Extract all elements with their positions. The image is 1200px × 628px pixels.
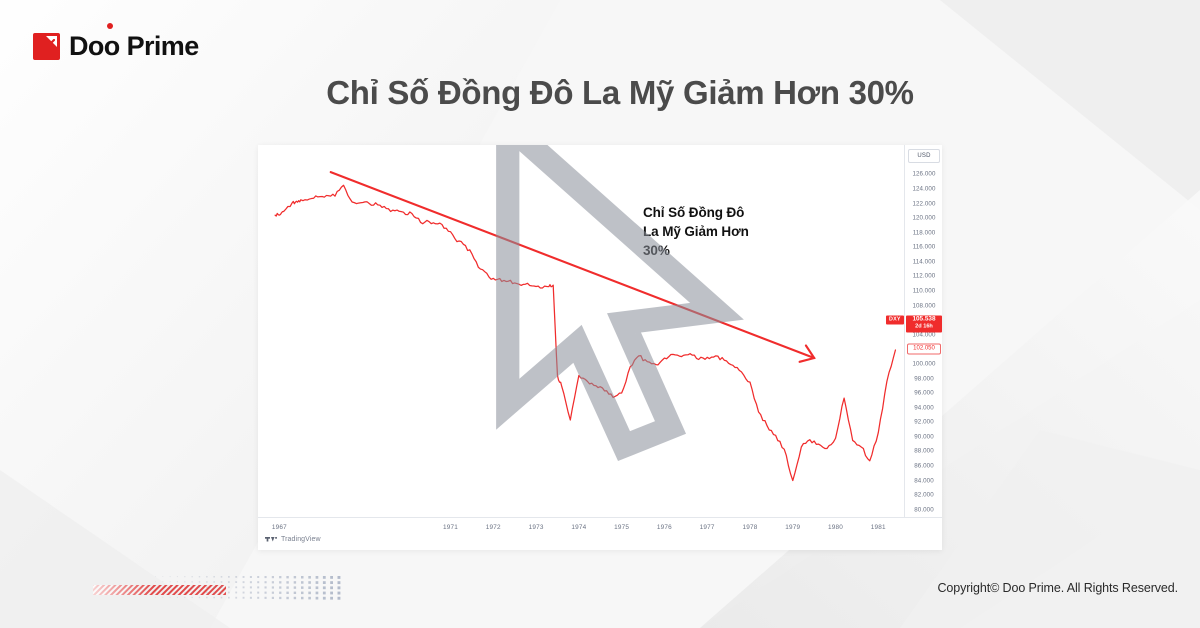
time-tick: 1980 — [827, 524, 844, 531]
dxy-price-line — [274, 184, 897, 482]
price-axis[interactable]: USD 126.000 124.000 122.000 120.000 118.000 1… — [886, 145, 942, 517]
copyright-text: Copyright© Doo Prime. All Rights Reserve… — [937, 581, 1178, 595]
annotation-line-1: Chỉ Số Đồng Đô — [643, 205, 745, 220]
price-tick: 80.000 — [914, 506, 934, 514]
trend-arrow-head — [798, 344, 816, 363]
currency-chip: USD — [908, 149, 940, 163]
price-tick: 94.000 — [914, 404, 934, 412]
price-tick: 100.000 — [912, 360, 936, 368]
tradingview-logo-icon — [265, 537, 277, 542]
trend-arrow-annotation — [329, 171, 816, 363]
time-tick: 1981 — [870, 524, 886, 531]
cursor-pointer-icon — [496, 145, 744, 462]
mark-slash-icon — [40, 38, 55, 54]
price-tick: 86.000 — [914, 462, 934, 470]
last-price-badge: 105.538 2d 16h — [906, 315, 942, 332]
price-tick: 118.000 — [912, 229, 936, 237]
last-price-value: 105.538 2d 16h — [906, 315, 942, 331]
price-tick: 96.000 — [914, 389, 934, 397]
price-tick: 120.000 — [912, 214, 936, 222]
time-tick: 1971 — [442, 524, 459, 531]
dxy-line-chart — [274, 171, 897, 482]
price-tick: 112.000 — [912, 272, 936, 280]
symbol-badge: DXY — [886, 315, 904, 324]
price-tick: 98.000 — [914, 375, 934, 382]
trend-arrow-shaft — [329, 171, 816, 360]
time-tick: 1978 — [742, 524, 758, 531]
time-tick: 1967 — [271, 524, 287, 531]
doo-prime-mark-icon — [33, 32, 60, 60]
footer-decoration — [93, 572, 343, 600]
price-tick: 84.000 — [914, 477, 934, 484]
chart-inner: Chỉ Số Đồng Đô La Mỹ Giảm Hơn 30% USD 12… — [258, 145, 942, 550]
price-tick: 82.000 — [914, 491, 934, 499]
time-tick: 1972 — [485, 524, 501, 531]
decoration-graphic — [93, 576, 341, 600]
price-tick: 88.000 — [914, 447, 934, 455]
annotation-line-2: La Mỹ Giảm Hơn — [643, 224, 749, 240]
price-tick: 122.000 — [912, 200, 936, 207]
brand-logo[interactable]: Doo Prime — [33, 23, 199, 66]
price-tick: 124.000 — [912, 185, 936, 193]
logo-accent-dot-icon — [107, 23, 113, 29]
chart-card: Chỉ Số Đồng Đô La Mỹ Giảm Hơn 30% USD 12… — [258, 145, 942, 550]
price-tick: 110.000 — [912, 287, 936, 295]
price-tick: 126.000 — [912, 170, 936, 178]
price-tick: 92.000 — [914, 418, 934, 426]
time-tick: 1976 — [656, 524, 672, 531]
tradingview-attribution[interactable]: TradingView — [265, 535, 321, 543]
price-level-chip: 102.050 — [907, 343, 941, 355]
time-tick: 1974 — [571, 524, 587, 531]
page-title: Chỉ Số Đồng Đô La Mỹ Giảm Hơn 30% — [326, 74, 914, 111]
time-tick: 1979 — [785, 524, 801, 531]
price-tick: 114.000 — [912, 258, 936, 266]
price-tick: 104.000 — [912, 331, 936, 339]
time-tick: 1975 — [614, 524, 630, 531]
brand-name: Doo Prime — [69, 30, 199, 61]
time-tick: 1977 — [699, 524, 715, 531]
price-tick: 90.000 — [914, 433, 934, 441]
time-tick: 1973 — [528, 524, 544, 531]
price-tick: 116.000 — [912, 243, 936, 251]
last-price-countdown: 2d 16h — [915, 323, 933, 330]
price-tick: 108.000 — [912, 302, 936, 309]
chart-plot-area[interactable]: Chỉ Số Đồng Đô La Mỹ Giảm Hơn 30% — [258, 145, 904, 517]
last-price-number: 105.538 — [912, 315, 936, 323]
tradingview-label: TradingView — [281, 535, 321, 543]
time-axis[interactable]: 1967 1971 1972 1973 1974 1975 1976 1977 1978 1979… — [258, 517, 942, 550]
